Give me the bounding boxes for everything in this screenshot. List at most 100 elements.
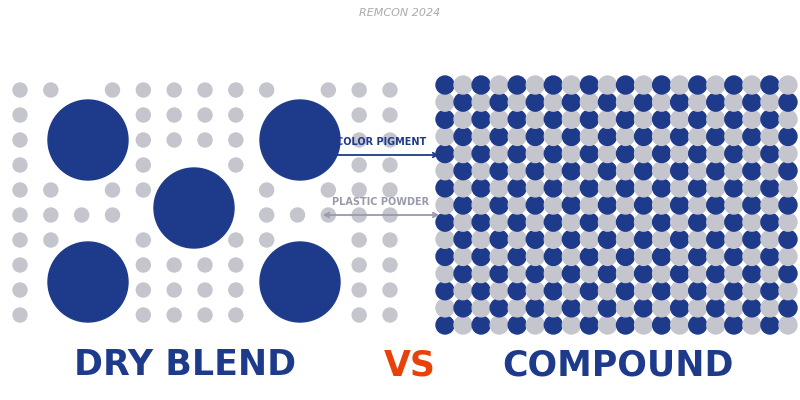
Circle shape	[526, 196, 544, 214]
Circle shape	[454, 144, 472, 162]
Circle shape	[454, 316, 472, 334]
Circle shape	[617, 299, 634, 317]
Circle shape	[761, 179, 779, 197]
Circle shape	[13, 183, 27, 197]
Circle shape	[454, 110, 472, 128]
Circle shape	[352, 233, 366, 247]
Circle shape	[743, 196, 761, 214]
Circle shape	[670, 213, 689, 231]
Circle shape	[136, 308, 150, 322]
Circle shape	[598, 144, 617, 162]
Circle shape	[761, 316, 779, 334]
Circle shape	[508, 162, 526, 180]
Circle shape	[689, 128, 706, 146]
Circle shape	[13, 283, 27, 297]
Circle shape	[581, 128, 598, 146]
Circle shape	[13, 208, 27, 222]
Circle shape	[154, 168, 234, 248]
Circle shape	[383, 158, 397, 172]
Circle shape	[743, 213, 761, 231]
Circle shape	[260, 242, 340, 322]
Circle shape	[198, 108, 212, 122]
Circle shape	[581, 282, 598, 300]
Circle shape	[490, 230, 508, 248]
Circle shape	[581, 144, 598, 162]
Circle shape	[598, 230, 617, 248]
Circle shape	[352, 258, 366, 272]
Circle shape	[454, 128, 472, 146]
Circle shape	[562, 248, 580, 266]
Circle shape	[689, 299, 706, 317]
Circle shape	[617, 76, 634, 94]
Circle shape	[725, 93, 743, 111]
Circle shape	[689, 213, 706, 231]
Circle shape	[490, 76, 508, 94]
Circle shape	[653, 93, 670, 111]
Circle shape	[508, 248, 526, 266]
Circle shape	[706, 76, 725, 94]
Circle shape	[472, 162, 490, 180]
Circle shape	[634, 299, 653, 317]
Circle shape	[634, 179, 653, 197]
Circle shape	[562, 93, 580, 111]
Circle shape	[743, 316, 761, 334]
Circle shape	[229, 233, 243, 247]
Circle shape	[725, 179, 743, 197]
Circle shape	[526, 248, 544, 266]
Circle shape	[544, 162, 562, 180]
Circle shape	[617, 316, 634, 334]
Circle shape	[581, 93, 598, 111]
Circle shape	[653, 213, 670, 231]
Circle shape	[322, 83, 335, 97]
Circle shape	[581, 213, 598, 231]
Circle shape	[544, 230, 562, 248]
Circle shape	[598, 213, 617, 231]
Circle shape	[136, 183, 150, 197]
Circle shape	[136, 283, 150, 297]
Circle shape	[725, 230, 743, 248]
Circle shape	[454, 230, 472, 248]
Circle shape	[508, 144, 526, 162]
Circle shape	[725, 128, 743, 146]
Circle shape	[743, 93, 761, 111]
Circle shape	[743, 299, 761, 317]
Circle shape	[706, 110, 725, 128]
Circle shape	[436, 213, 454, 231]
Circle shape	[260, 83, 274, 97]
Text: REMCON 2024: REMCON 2024	[359, 8, 441, 18]
Circle shape	[508, 179, 526, 197]
Circle shape	[725, 76, 743, 94]
Circle shape	[454, 76, 472, 94]
Circle shape	[562, 316, 580, 334]
Circle shape	[779, 230, 797, 248]
Circle shape	[167, 83, 181, 97]
Circle shape	[617, 162, 634, 180]
Circle shape	[761, 299, 779, 317]
Circle shape	[436, 248, 454, 266]
Circle shape	[670, 93, 689, 111]
Circle shape	[526, 230, 544, 248]
Circle shape	[653, 196, 670, 214]
Circle shape	[508, 264, 526, 282]
Circle shape	[779, 93, 797, 111]
Circle shape	[689, 93, 706, 111]
Circle shape	[436, 264, 454, 282]
Circle shape	[634, 316, 653, 334]
Circle shape	[352, 83, 366, 97]
Circle shape	[581, 299, 598, 317]
Circle shape	[653, 230, 670, 248]
Circle shape	[136, 158, 150, 172]
Circle shape	[260, 183, 274, 197]
Circle shape	[454, 179, 472, 197]
Circle shape	[490, 213, 508, 231]
Circle shape	[689, 316, 706, 334]
Circle shape	[617, 230, 634, 248]
Circle shape	[743, 144, 761, 162]
Circle shape	[743, 248, 761, 266]
Circle shape	[13, 258, 27, 272]
Circle shape	[544, 213, 562, 231]
Circle shape	[743, 264, 761, 282]
Circle shape	[743, 282, 761, 300]
Circle shape	[383, 133, 397, 147]
Circle shape	[352, 158, 366, 172]
